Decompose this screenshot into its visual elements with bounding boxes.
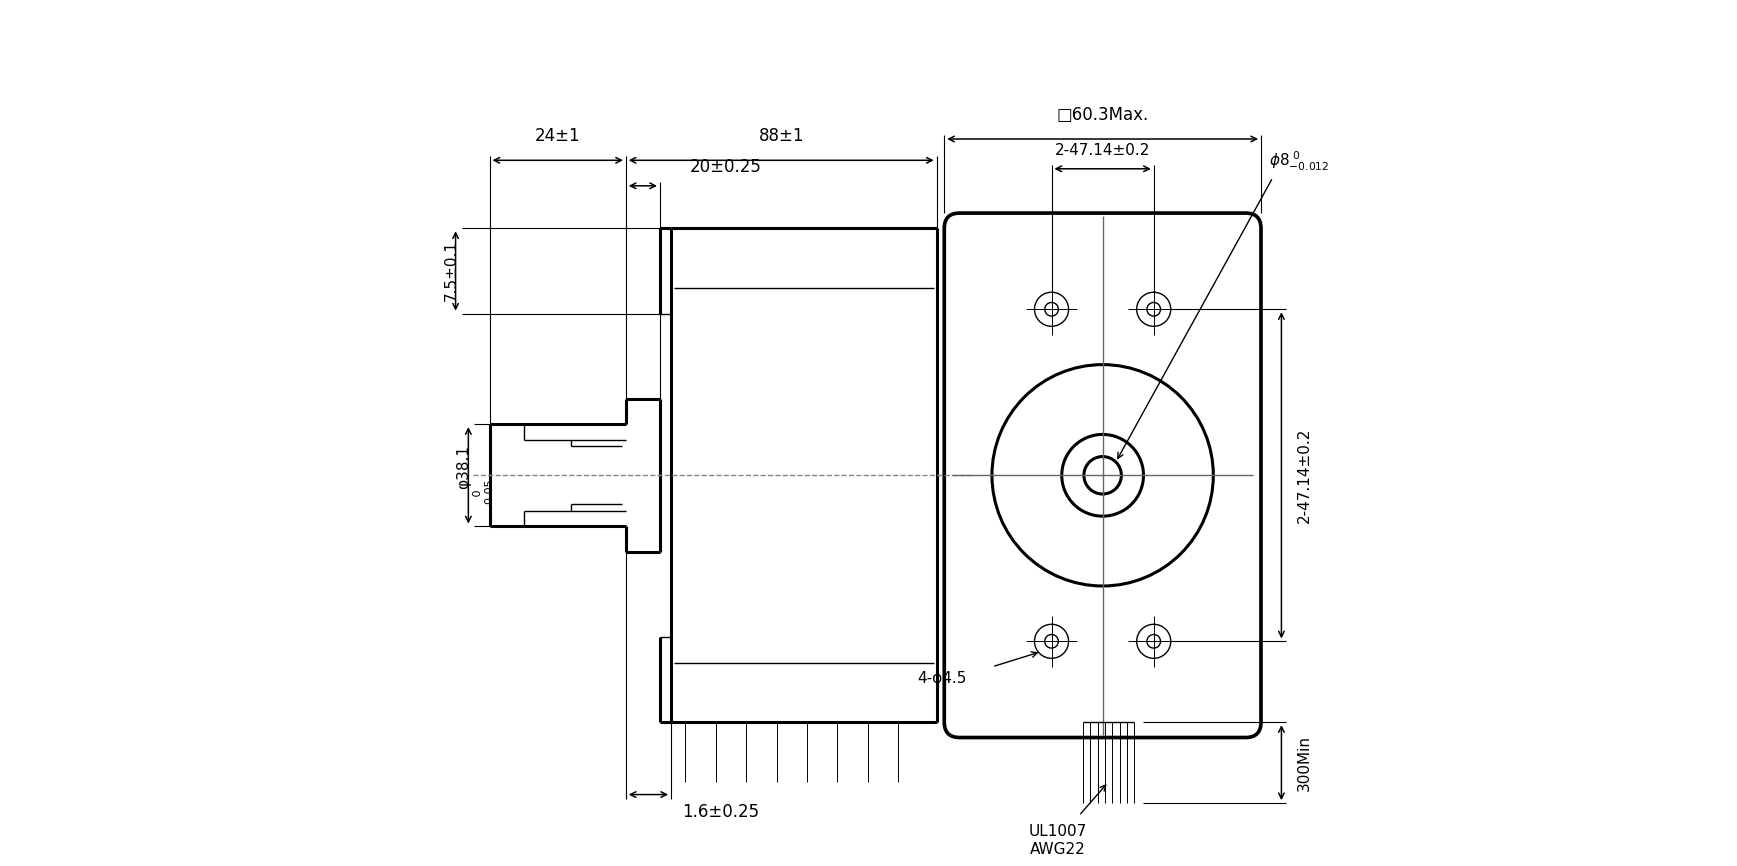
Text: □60.3Max.: □60.3Max. [1056, 106, 1148, 124]
Text: 20±0.25: 20±0.25 [690, 158, 761, 176]
Text: 2-47.14±0.2: 2-47.14±0.2 [1298, 428, 1311, 523]
Text: 2-47.14±0.2: 2-47.14±0.2 [1054, 143, 1150, 158]
Text: 300Min: 300Min [1298, 734, 1311, 791]
Text: 1.6±0.25: 1.6±0.25 [683, 803, 759, 821]
Text: 0
-0.05: 0 -0.05 [472, 478, 495, 507]
Text: φ38.1: φ38.1 [457, 445, 471, 488]
Text: UL1007
AWG22: UL1007 AWG22 [1028, 824, 1087, 856]
Text: 7.5±0.1: 7.5±0.1 [445, 241, 459, 301]
Text: $\phi8^{\ 0}_{-0.012}$: $\phi8^{\ 0}_{-0.012}$ [1268, 150, 1329, 173]
FancyBboxPatch shape [945, 213, 1261, 738]
Text: 24±1: 24±1 [535, 127, 580, 145]
Text: 4-φ4.5: 4-φ4.5 [917, 671, 966, 686]
Text: 88±1: 88±1 [759, 127, 804, 145]
